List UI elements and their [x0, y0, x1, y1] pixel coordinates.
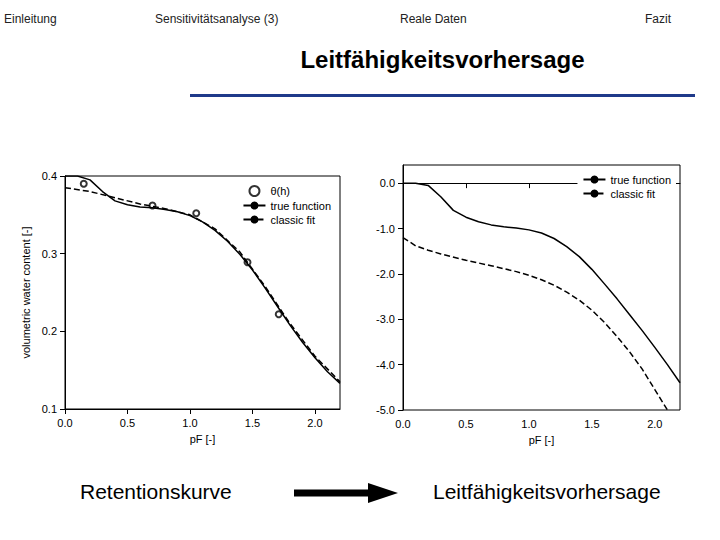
svg-text:2.0: 2.0	[307, 417, 322, 429]
svg-text:0.0: 0.0	[380, 177, 395, 189]
svg-text:0.3: 0.3	[42, 248, 57, 260]
svg-text:-2.0: -2.0	[376, 268, 395, 280]
svg-text:classic fit: classic fit	[610, 188, 655, 200]
html-text:Reale Daten: Reale Daten	[400, 12, 467, 26]
svg-text:true function: true function	[270, 200, 331, 212]
html-text:Leitfähigkeitsvorhersage: Leitfähigkeitsvorhersage	[300, 46, 585, 73]
svg-text:1.5: 1.5	[584, 418, 599, 430]
svg-text:-5.0: -5.0	[376, 404, 395, 416]
svg-text:pF [-]: pF [-]	[529, 434, 555, 446]
svg-text:1.0: 1.0	[182, 417, 197, 429]
html-text:Retentionskurve: Retentionskurve	[80, 480, 232, 503]
svg-text:0.5: 0.5	[120, 417, 135, 429]
svg-text:1.0: 1.0	[521, 418, 536, 430]
svg-text:-3.0: -3.0	[376, 313, 395, 325]
svg-text:-1.0: -1.0	[376, 223, 395, 235]
html-text:Leitfähigkeitsvorhersage: Leitfähigkeitsvorhersage	[433, 480, 661, 503]
svg-text:classic fit: classic fit	[270, 214, 315, 226]
svg-text:0.5: 0.5	[458, 418, 473, 430]
svg-text:0.2: 0.2	[42, 325, 57, 337]
html-text:Einleitung: Einleitung	[4, 12, 57, 26]
html-text:Sensitivitätsanalyse (3): Sensitivitätsanalyse (3)	[155, 12, 279, 26]
svg-text:true function: true function	[610, 174, 671, 186]
svg-text:-4.0: -4.0	[376, 359, 395, 371]
svg-text:0.4: 0.4	[42, 170, 57, 182]
svg-text:1.5: 1.5	[245, 417, 260, 429]
svg-text:pF [-]: pF [-]	[190, 433, 216, 445]
svg-text:2.0: 2.0	[647, 418, 662, 430]
svg-text:0.0: 0.0	[57, 417, 72, 429]
svg-text:volumetric water content [-]: volumetric water content [-]	[20, 226, 32, 358]
svg-text:θ(h): θ(h)	[270, 185, 290, 197]
svg-text:0.0: 0.0	[395, 418, 410, 430]
svg-text:0.1: 0.1	[42, 403, 57, 415]
html-text:Fazit: Fazit	[645, 12, 671, 26]
